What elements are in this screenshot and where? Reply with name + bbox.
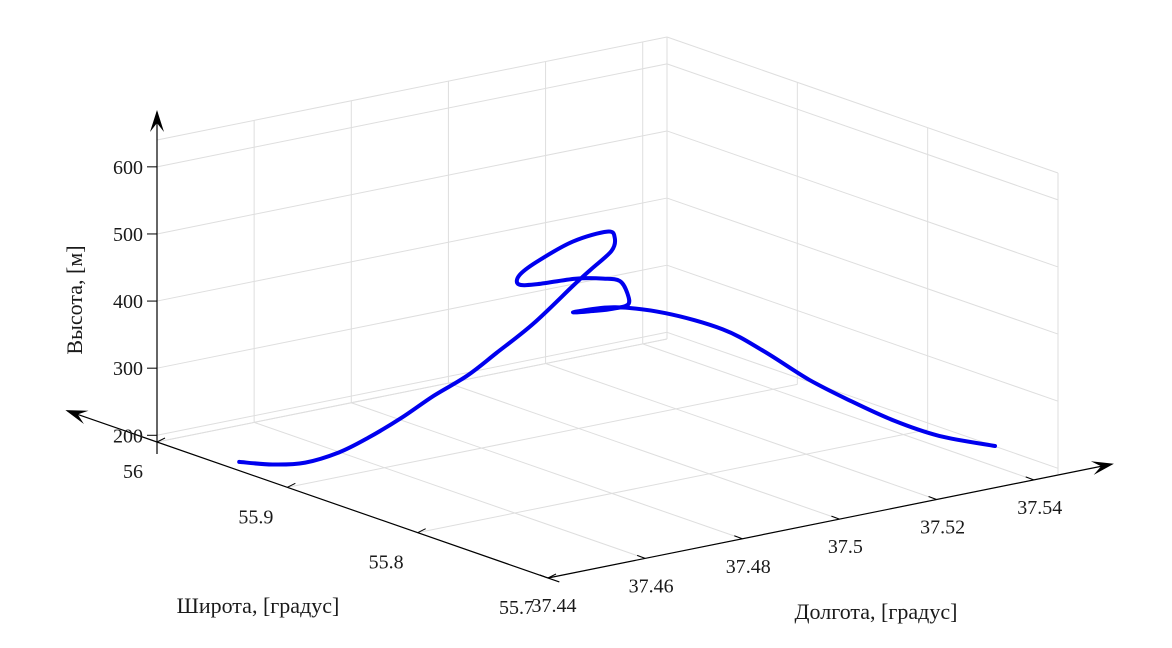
y-axis-line [67,410,560,583]
axes-layer [65,110,1114,583]
grid-line-floor-y [417,429,928,534]
y-tick-mark [417,528,426,534]
y-axis-arrowhead [65,410,89,424]
x-tick-mark [831,515,840,520]
x-tick-mark [928,496,937,500]
z-axis-label: Высота, [м] [62,245,87,354]
x-tick-mark [636,554,646,559]
y-tick-mark [156,437,166,443]
grid-line-floor-x [642,343,1034,481]
box-edge [666,36,1059,174]
grid-layer [156,36,1059,579]
y-tick-label: 55.9 [238,506,273,528]
trajectory-series-0 [237,229,997,467]
x-tick-mark [734,535,743,540]
grid-line-floor-x [448,382,840,520]
y-tick-label: 56 [123,461,143,483]
grid-line-floor-y [287,383,798,488]
grid-line-side-z [666,331,1059,469]
grid-line-back-z [156,331,668,436]
x-tick-label: 37.48 [726,556,771,578]
x-tick-mark [539,574,549,579]
y-tick-mark [287,482,296,488]
y-axis-label: Широта, [градус] [177,593,340,618]
x-axis-arrowhead [1090,461,1114,475]
box-edge [156,36,668,141]
data-layer [237,229,997,467]
x-tick-label: 37.44 [532,595,577,617]
z-tick-label: 300 [113,358,143,380]
x-tick-label: 37.52 [920,517,965,539]
x-tick-label: 37.54 [1017,497,1062,519]
x-tick-label: 37.5 [828,536,863,558]
x-tick-mark [1025,476,1034,481]
x-tick-label: 37.46 [629,575,674,597]
grid-line-side-z [666,63,1059,201]
grid-line-floor-x [545,363,937,500]
grid-line-side-z [666,197,1059,335]
y-tick-mark [547,573,557,579]
y-tick-label: 55.8 [369,552,404,574]
grid-line-floor-x [253,421,646,559]
z-tick-label: 200 [113,425,143,447]
grid-line-back-z [156,197,668,302]
z-axis-arrowhead [150,110,164,132]
y-tick-label: 55.7 [499,597,534,619]
z-tick-label: 500 [113,224,143,246]
box-edge [156,338,668,443]
grid-line-side-z [666,130,1059,268]
z-tick-label: 600 [113,157,143,179]
labels-layer: Долгота, [градус] Широта, [градус] Высот… [62,157,1062,624]
grid-line-back-z [156,130,668,235]
grid-line-back-z [156,63,668,168]
grid-line-side-z [666,264,1059,402]
grid-line-back-z [156,264,668,369]
z-tick-label: 400 [113,291,143,313]
x-axis-line [547,463,1113,579]
x-axis-label: Долгота, [градус] [795,599,958,624]
grid-line-floor-x [351,402,743,540]
